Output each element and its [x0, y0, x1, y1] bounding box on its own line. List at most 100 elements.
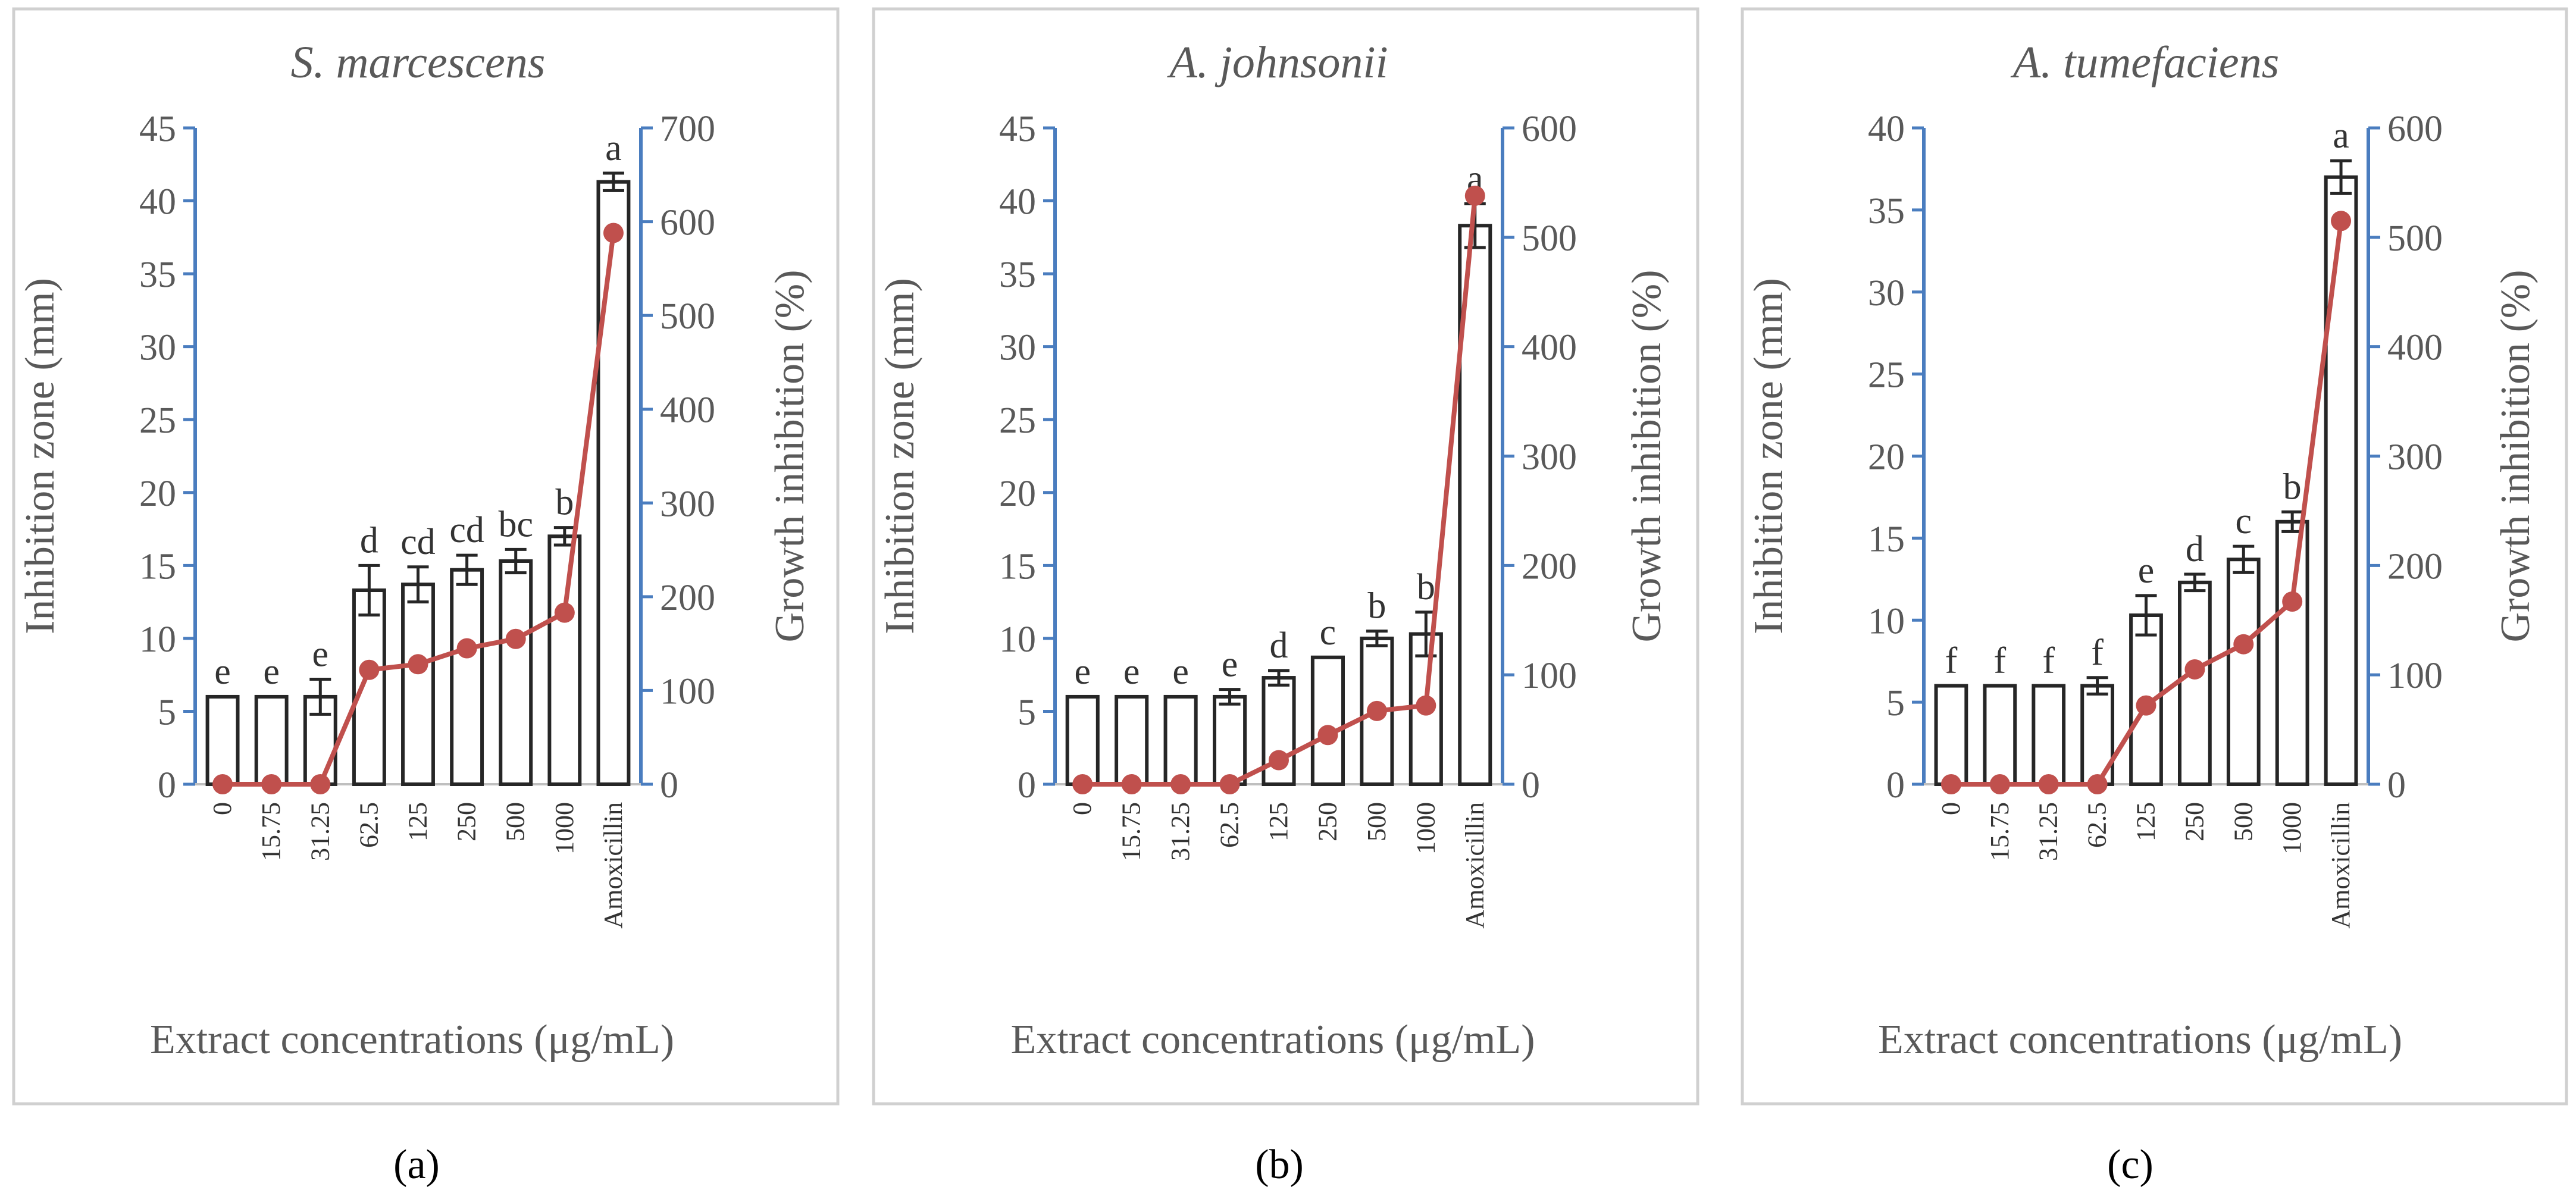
left-tick-label: 10: [139, 619, 176, 660]
category-label: 250: [1313, 802, 1342, 841]
category-label: 15.75: [256, 802, 286, 861]
right-tick-label: 300: [2387, 437, 2443, 478]
growth-point: [310, 774, 331, 794]
category-label: 62.5: [1215, 802, 1244, 848]
right-tick-label: 700: [660, 109, 715, 149]
chart-title: S. marcescens: [291, 37, 546, 87]
right-tick-label: 300: [1522, 437, 1577, 478]
significance-label: a: [605, 128, 622, 168]
bar: [2226, 558, 2261, 786]
significance-label: a: [2333, 115, 2349, 156]
category-label: 125: [403, 802, 433, 841]
growth-point: [408, 654, 428, 675]
chart-title: A. johnsonii: [1166, 37, 1388, 87]
growth-point: [261, 774, 282, 794]
right-tick-label: 0: [660, 765, 678, 806]
significance-label: d: [1270, 625, 1288, 666]
category-label: 0: [1068, 802, 1097, 815]
growth-point: [1366, 700, 1387, 721]
left-tick-label: 30: [999, 328, 1036, 368]
significance-label: f: [2042, 641, 2055, 681]
bar: [2032, 684, 2066, 787]
bar: [547, 534, 582, 786]
left-tick-label: 5: [158, 692, 176, 732]
right-tick-label: 600: [660, 203, 715, 243]
significance-label: b: [1367, 586, 1386, 627]
growth-point: [1464, 185, 1485, 206]
significance-label: b: [1417, 567, 1435, 608]
right-axis-title: Growth inhibition (%): [2493, 270, 2539, 642]
bar: [2324, 175, 2358, 787]
left-tick-label: 35: [1868, 191, 1905, 231]
growth-point: [359, 659, 380, 680]
growth-point: [1269, 750, 1289, 771]
chart-panel-3: A. tumefaciens05101520253035400100200300…: [1741, 7, 2568, 1106]
x-axis-title: Extract concentrations (μg/mL): [150, 1017, 674, 1063]
growth-point: [2331, 211, 2352, 231]
left-tick-label: 20: [999, 474, 1036, 514]
category-label: 62.5: [2083, 802, 2112, 848]
growth-point: [456, 638, 477, 659]
significance-label: c: [1320, 612, 1336, 653]
left-tick-label: 40: [1868, 109, 1905, 149]
x-axis-title: Extract concentrations (μg/mL): [1010, 1017, 1535, 1063]
left-tick-label: 40: [999, 182, 1036, 223]
right-tick-label: 600: [2387, 109, 2443, 149]
panel-frame: [12, 7, 840, 1106]
growth-point: [2184, 659, 2205, 680]
category-label: 31.25: [2034, 802, 2063, 861]
growth-point: [603, 223, 624, 243]
category-label: 500: [501, 802, 530, 841]
category-label: 125: [1264, 802, 1293, 841]
growth-point: [1121, 774, 1142, 794]
chart-panel-1: S. marcescens 0 5 10 15 20 25 30 35 40 45 0 100 200 30…: [12, 7, 840, 1106]
growth-point: [2136, 695, 2156, 716]
significance-label: d: [2186, 529, 2204, 569]
bar: [1983, 684, 2017, 787]
right-tick-label: 600: [1522, 109, 1577, 149]
left-tick-label: 10: [999, 619, 1036, 660]
significance-label: e: [1222, 644, 1238, 685]
right-tick-label: 500: [2387, 218, 2443, 259]
left-tick-label: 0: [1886, 765, 1905, 806]
left-tick-label: 35: [999, 255, 1036, 295]
bar: [1310, 655, 1345, 786]
left-tick-label: 0: [158, 765, 176, 806]
panel-frame: [1741, 7, 2568, 1106]
panel-caption: (b): [1255, 1142, 1304, 1188]
right-axis-title: Growth inhibition (%): [1624, 270, 1670, 642]
category-label: 31.25: [1166, 802, 1195, 861]
growth-point: [1940, 774, 1961, 794]
category-label: 1000: [2277, 802, 2306, 854]
category-label: Amoxicillin: [2326, 802, 2355, 929]
growth-point: [2282, 591, 2303, 612]
right-tick-label: 100: [2387, 656, 2443, 696]
growth-point: [1416, 695, 1436, 716]
left-tick-label: 30: [139, 328, 176, 368]
left-tick-label: 20: [1868, 437, 1905, 478]
growth-point: [2087, 774, 2108, 794]
bar: [1065, 694, 1100, 787]
significance-label: f: [1945, 641, 1958, 681]
category-label: Amoxicillin: [599, 802, 628, 929]
category-label: Amoxicillin: [1460, 802, 1489, 929]
category-label: 1000: [550, 802, 579, 854]
category-label: 31.25: [305, 802, 334, 861]
bar: [1115, 694, 1149, 787]
bar: [352, 588, 386, 786]
right-tick-label: 400: [1522, 328, 1577, 368]
left-tick-label: 0: [1018, 765, 1036, 806]
significance-label: e: [214, 652, 231, 692]
significance-label: bc: [498, 504, 533, 544]
significance-label: f: [1994, 641, 2007, 681]
growth-point: [1072, 774, 1093, 794]
growth-point: [1170, 774, 1191, 794]
bar: [401, 583, 435, 786]
left-tick-label: 45: [999, 109, 1036, 149]
bar: [2275, 519, 2309, 786]
left-tick-label: 40: [139, 182, 176, 223]
significance-label: e: [1074, 652, 1091, 692]
growth-point: [1219, 774, 1240, 794]
right-tick-label: 500: [660, 296, 715, 337]
